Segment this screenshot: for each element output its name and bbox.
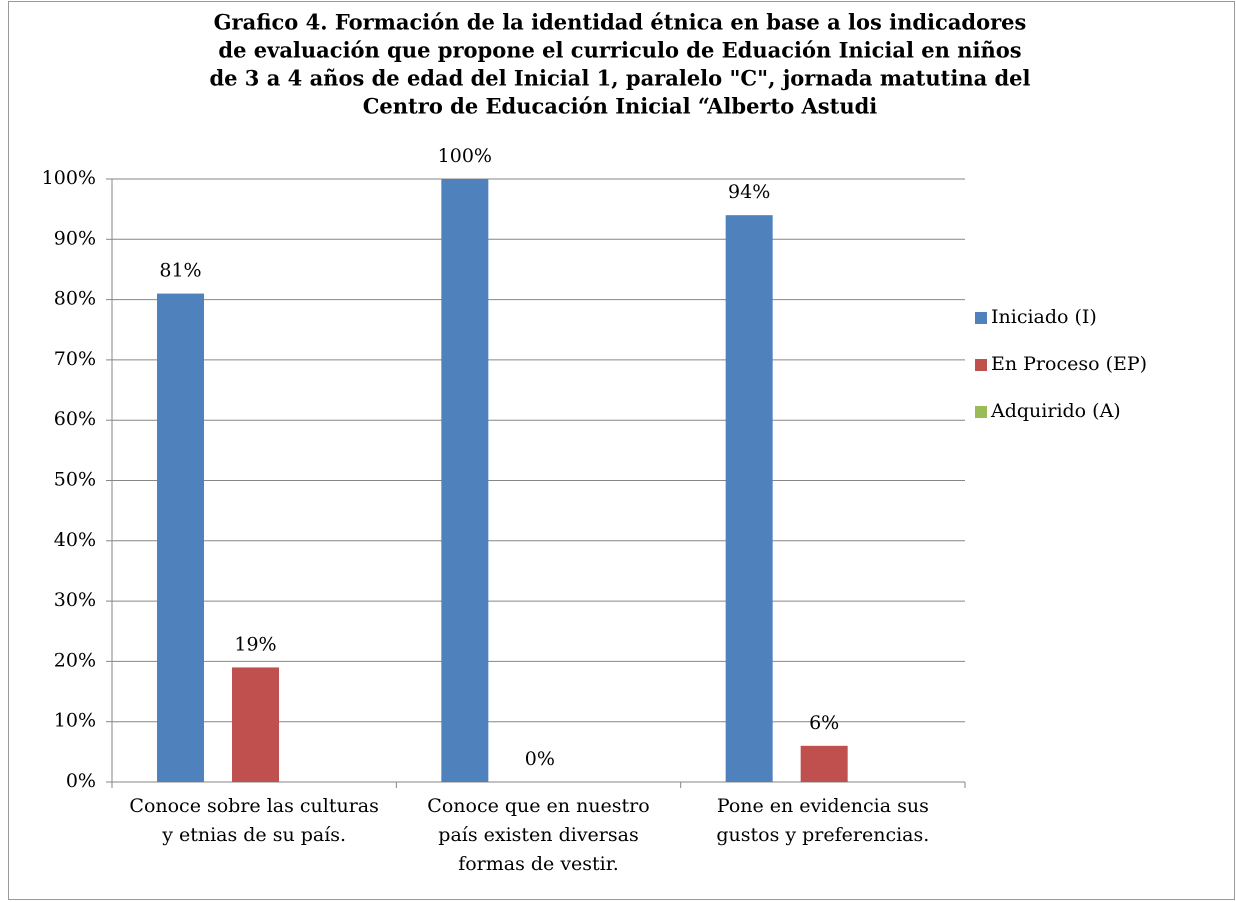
legend-label: Adquirido (A): [990, 400, 1121, 422]
legend-label: Iniciado (I): [991, 306, 1097, 328]
chart-title: Centro de Educación Inicial “Alberto Ast…: [363, 94, 878, 119]
chart-title: de 3 a 4 años de edad del Inicial 1, par…: [209, 66, 1030, 91]
y-tick-label: 90%: [54, 227, 96, 249]
data-label: 19%: [234, 633, 276, 655]
data-label: 81%: [159, 260, 201, 282]
data-label: 100%: [438, 145, 492, 167]
data-label: 94%: [728, 181, 770, 203]
chart-border: [8, 1, 1235, 900]
legend-swatch: [975, 312, 987, 324]
data-label: 0%: [525, 748, 555, 770]
y-tick-label: 70%: [54, 348, 96, 370]
x-tick-label: Conoce que en nuestro país existen diver…: [427, 795, 650, 875]
x-tick-label: Pone en evidencia sus gustos y preferenc…: [716, 795, 930, 846]
bar: [157, 293, 204, 782]
y-tick-label: 30%: [54, 589, 96, 611]
bar: [800, 745, 848, 782]
y-tick-label: 60%: [54, 408, 96, 430]
legend-swatch: [975, 406, 987, 418]
y-tick-label: 50%: [54, 469, 96, 491]
data-label: 6%: [809, 712, 839, 734]
bar: [441, 179, 489, 782]
bar: [232, 667, 279, 782]
legend-swatch: [975, 359, 987, 371]
y-tick-label: 0%: [66, 770, 96, 792]
y-tick-label: 10%: [54, 710, 96, 732]
bar: [725, 215, 773, 782]
y-tick-label: 40%: [54, 529, 96, 551]
legend-label: En Proceso (EP): [991, 353, 1147, 375]
chart-title: de evaluación que propone el curriculo d…: [218, 38, 1021, 63]
y-tick-label: 80%: [54, 288, 96, 310]
chart-title: Grafico 4. Formación de la identidad étn…: [214, 10, 1027, 35]
y-tick-label: 100%: [42, 167, 96, 189]
x-tick-label: Conoce sobre las culturas y etnias de su…: [129, 795, 379, 846]
y-tick-label: 20%: [54, 649, 96, 671]
